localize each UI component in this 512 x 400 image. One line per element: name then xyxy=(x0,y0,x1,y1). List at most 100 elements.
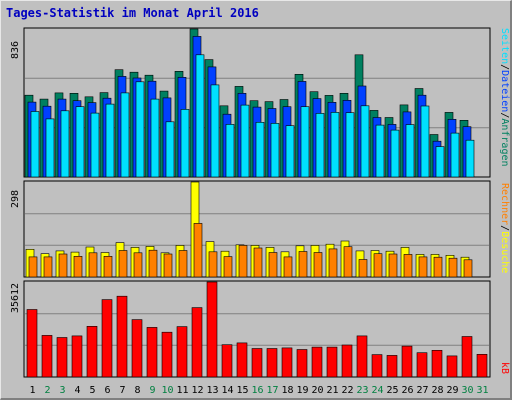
bar-rechner-day-3 xyxy=(58,253,68,278)
x-tick-day-4: 4 xyxy=(74,385,80,396)
bars-layer xyxy=(24,28,488,378)
bar-seiten-day-30 xyxy=(465,139,475,178)
bar-rechner-day-15 xyxy=(238,245,248,278)
bar-seiten-day-29 xyxy=(450,132,460,178)
legend-sep-2: / xyxy=(499,112,510,118)
bar-kb-day-11 xyxy=(176,326,188,378)
bar-rechner-day-17 xyxy=(268,252,278,278)
bar-kb-day-21 xyxy=(326,346,338,378)
bar-seiten-day-22 xyxy=(345,112,355,178)
legend-kb: kB xyxy=(499,362,510,374)
bar-rechner-day-5 xyxy=(88,252,98,278)
panel-top-y-tick: 836 xyxy=(10,41,21,59)
bar-kb-day-12 xyxy=(191,307,203,378)
x-tick-day-5: 5 xyxy=(89,385,95,396)
x-tick-day-30: 30 xyxy=(461,385,473,396)
bar-kb-day-4 xyxy=(71,335,83,378)
bar-kb-day-31 xyxy=(476,353,488,378)
bar-kb-day-20 xyxy=(311,346,323,378)
x-axis-labels: 1 2 3 4 5 6 7 8 9 10 11 12 13 14 15 16 17 18 19 20 21 22 23 24 2… xyxy=(29,385,488,396)
legend-rechner: Rechner xyxy=(499,183,510,225)
bar-rechner-day-1 xyxy=(28,256,38,278)
bar-seiten-day-21 xyxy=(330,112,340,178)
bar-rechner-day-16 xyxy=(253,247,263,278)
legend-sep-1: / xyxy=(499,64,510,70)
chart-title: Tages-Statistik im Monat April 2016 xyxy=(6,6,259,20)
x-tick-day-27: 27 xyxy=(416,385,428,396)
x-tick-day-16: 16 xyxy=(251,385,263,396)
bar-rechner-day-25 xyxy=(388,253,398,278)
x-tick-day-21: 21 xyxy=(326,385,338,396)
x-tick-day-17: 17 xyxy=(266,385,278,396)
bar-kb-day-14 xyxy=(221,344,233,378)
bar-seiten-day-9 xyxy=(150,98,160,178)
bar-seiten-day-5 xyxy=(90,112,100,178)
bar-kb-day-26 xyxy=(401,345,413,378)
legend-anfragen: Anfragen xyxy=(499,118,510,166)
x-tick-day-20: 20 xyxy=(311,385,323,396)
bar-rechner-day-4 xyxy=(73,255,83,278)
x-tick-day-15: 15 xyxy=(236,385,248,396)
x-tick-day-9: 9 xyxy=(149,385,155,396)
bar-rechner-day-20 xyxy=(313,252,323,278)
bar-seiten-day-23 xyxy=(360,105,370,178)
bar-rechner-day-6 xyxy=(103,255,113,278)
bar-rechner-day-26 xyxy=(403,254,413,278)
bar-rechner-day-22 xyxy=(343,246,353,278)
bar-rechner-day-30 xyxy=(463,259,473,278)
bar-rechner-day-28 xyxy=(433,256,443,278)
bar-kb-day-5 xyxy=(86,325,98,378)
x-tick-day-12: 12 xyxy=(191,385,203,396)
bar-rechner-day-24 xyxy=(373,253,383,278)
bar-rechner-day-27 xyxy=(418,256,428,278)
bar-rechner-day-14 xyxy=(223,256,233,278)
bar-rechner-day-18 xyxy=(283,256,293,278)
bar-kb-day-19 xyxy=(296,349,308,378)
bar-seiten-day-8 xyxy=(135,81,145,178)
bar-kb-day-16 xyxy=(251,348,263,378)
x-tick-day-31: 31 xyxy=(476,385,488,396)
bar-seiten-day-13 xyxy=(210,84,220,178)
bar-rechner-day-2 xyxy=(43,256,53,278)
bar-seiten-day-16 xyxy=(255,122,265,178)
x-tick-day-28: 28 xyxy=(431,385,443,396)
bar-kb-day-7 xyxy=(116,295,128,378)
bar-seiten-day-24 xyxy=(375,124,385,178)
x-tick-day-18: 18 xyxy=(281,385,293,396)
bar-rechner-day-11 xyxy=(178,250,188,278)
bar-kb-day-15 xyxy=(236,342,248,378)
x-tick-day-19: 19 xyxy=(296,385,308,396)
x-tick-day-7: 7 xyxy=(119,385,125,396)
bar-kb-day-24 xyxy=(371,354,383,378)
bar-kb-day-2 xyxy=(41,335,53,378)
bar-seiten-day-7 xyxy=(120,92,130,178)
bar-kb-day-30 xyxy=(461,336,473,378)
bar-seiten-day-28 xyxy=(435,146,445,178)
bar-rechner-day-21 xyxy=(328,248,338,278)
bar-kb-day-1 xyxy=(26,309,38,378)
x-tick-day-10: 10 xyxy=(161,385,173,396)
bar-seiten-day-26 xyxy=(405,124,415,178)
bar-seiten-day-19 xyxy=(300,106,310,178)
legend-sep-3: / xyxy=(499,225,510,231)
bar-kb-day-22 xyxy=(341,344,353,378)
bar-kb-day-8 xyxy=(131,319,143,378)
bar-rechner-day-8 xyxy=(133,252,143,278)
bar-seiten-day-27 xyxy=(420,105,430,178)
bar-kb-day-18 xyxy=(281,347,293,378)
legend-dateien: Dateien xyxy=(499,70,510,112)
bar-seiten-day-17 xyxy=(270,123,280,178)
bar-seiten-day-3 xyxy=(60,110,70,178)
bar-rechner-day-12 xyxy=(193,223,203,278)
x-tick-day-1: 1 xyxy=(29,385,35,396)
bar-seiten-day-6 xyxy=(105,103,115,178)
bar-kb-day-10 xyxy=(161,331,173,378)
bar-kb-day-17 xyxy=(266,348,278,378)
bar-seiten-day-14 xyxy=(225,124,235,178)
panel-bottom-y-tick: 35612 xyxy=(10,283,21,313)
bar-kb-day-9 xyxy=(146,327,158,378)
bar-kb-day-27 xyxy=(416,352,428,378)
bar-rechner-day-10 xyxy=(163,253,173,278)
x-tick-day-6: 6 xyxy=(104,385,110,396)
